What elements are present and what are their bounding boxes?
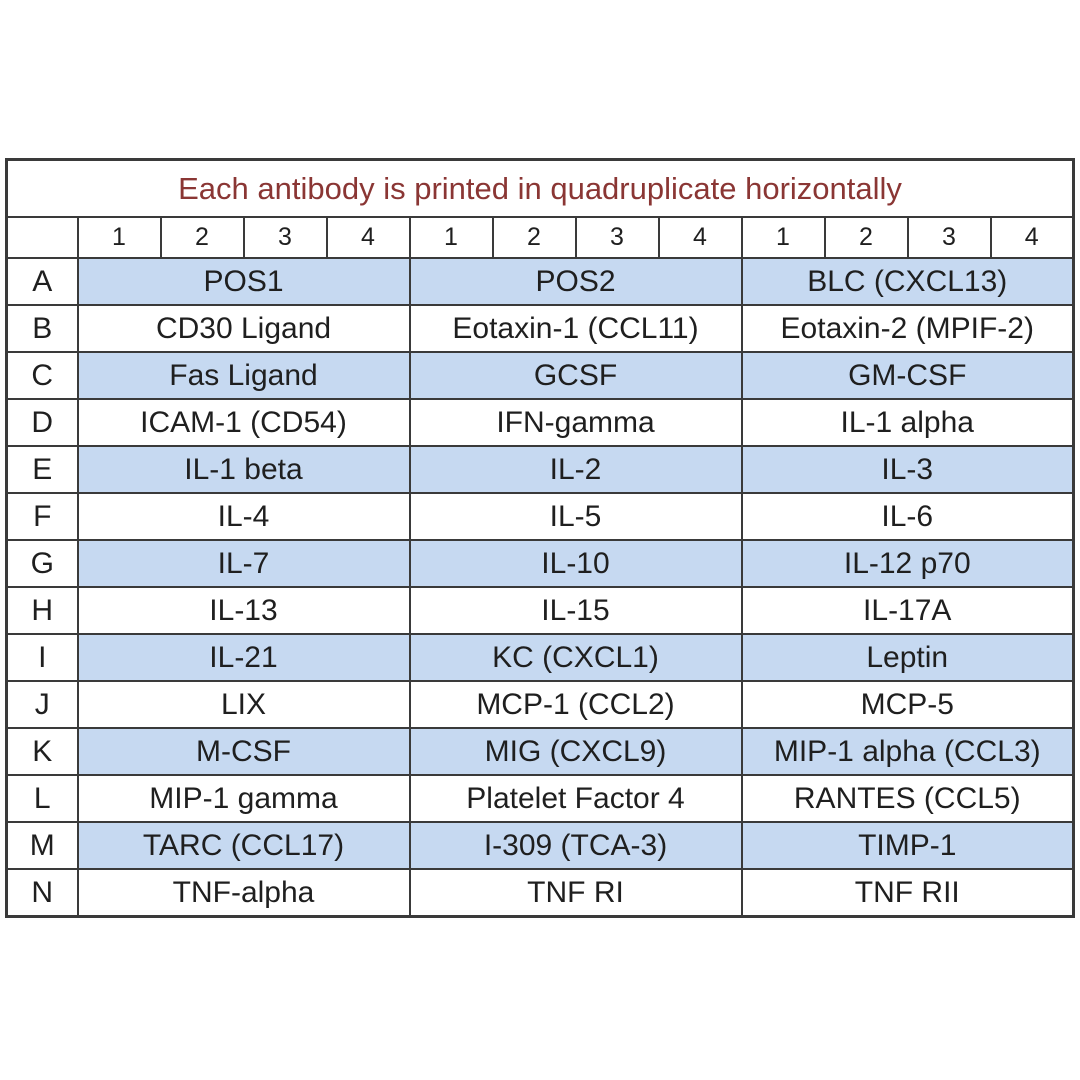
antibody-cell: IL-1 beta <box>76 445 411 494</box>
antibody-cell: TNF RI <box>408 868 743 918</box>
table-row-E: E IL-1 beta IL-2 IL-3 <box>5 445 1075 494</box>
table-row-G: G IL-7 IL-10 IL-12 p70 <box>5 539 1075 588</box>
antibody-cell: MCP-1 (CCL2) <box>408 680 743 729</box>
row-label: L <box>5 774 79 823</box>
antibody-cell: M-CSF <box>76 727 411 776</box>
antibody-cell: POS2 <box>408 257 743 306</box>
row-label: M <box>5 821 79 870</box>
antibody-cell: GM-CSF <box>740 351 1075 400</box>
antibody-cell: MCP-5 <box>740 680 1075 729</box>
row-label: D <box>5 398 79 447</box>
table-row-L: L MIP-1 gamma Platelet Factor 4 RANTES (… <box>5 774 1075 823</box>
table-row-A: A POS1 POS2 BLC (CXCL13) <box>5 257 1075 306</box>
antibody-cell: RANTES (CCL5) <box>740 774 1075 823</box>
column-header: 2 <box>159 216 245 259</box>
column-header: 1 <box>740 216 826 259</box>
table-row-J: J LIX MCP-1 (CCL2) MCP-5 <box>5 680 1075 729</box>
column-header: 2 <box>823 216 909 259</box>
antibody-cell: Fas Ligand <box>76 351 411 400</box>
antibody-cell: LIX <box>76 680 411 729</box>
row-label: K <box>5 727 79 776</box>
antibody-cell: MIG (CXCL9) <box>408 727 743 776</box>
column-header: 3 <box>906 216 992 259</box>
column-header: 4 <box>989 216 1075 259</box>
table-row-M: M TARC (CCL17) I-309 (TCA-3) TIMP-1 <box>5 821 1075 870</box>
antibody-cell: IL-6 <box>740 492 1075 541</box>
antibody-cell: IL-12 p70 <box>740 539 1075 588</box>
row-label: G <box>5 539 79 588</box>
antibody-cell: Leptin <box>740 633 1075 682</box>
antibody-cell: CD30 Ligand <box>76 304 411 353</box>
column-header: 4 <box>657 216 743 259</box>
table-title: Each antibody is printed in quadruplicat… <box>5 158 1075 218</box>
antibody-cell: MIP-1 alpha (CCL3) <box>740 727 1075 776</box>
column-header-row: 1 2 3 4 1 2 3 4 1 2 3 4 <box>5 216 1075 259</box>
row-label: B <box>5 304 79 353</box>
antibody-cell: IL-13 <box>76 586 411 635</box>
column-header: 4 <box>325 216 411 259</box>
table-row-B: B CD30 Ligand Eotaxin-1 (CCL11) Eotaxin-… <box>5 304 1075 353</box>
antibody-cell: IL-10 <box>408 539 743 588</box>
row-label: E <box>5 445 79 494</box>
antibody-cell: IL-5 <box>408 492 743 541</box>
antibody-cell: BLC (CXCL13) <box>740 257 1075 306</box>
column-header: 1 <box>76 216 162 259</box>
antibody-cell: ICAM-1 (CD54) <box>76 398 411 447</box>
table-row-H: H IL-13 IL-15 IL-17A <box>5 586 1075 635</box>
antibody-cell: KC (CXCL1) <box>408 633 743 682</box>
row-label: I <box>5 633 79 682</box>
antibody-cell: I-309 (TCA-3) <box>408 821 743 870</box>
corner-cell <box>5 216 79 259</box>
antibody-cell: IL-15 <box>408 586 743 635</box>
row-label: F <box>5 492 79 541</box>
row-label: C <box>5 351 79 400</box>
column-header: 3 <box>242 216 328 259</box>
table-title-row: Each antibody is printed in quadruplicat… <box>5 158 1075 218</box>
antibody-cell: IL-17A <box>740 586 1075 635</box>
antibody-cell: POS1 <box>76 257 411 306</box>
antibody-cell: IL-21 <box>76 633 411 682</box>
table-row-D: D ICAM-1 (CD54) IFN-gamma IL-1 alpha <box>5 398 1075 447</box>
antibody-cell: IL-2 <box>408 445 743 494</box>
antibody-cell: IL-4 <box>76 492 411 541</box>
table-row-C: C Fas Ligand GCSF GM-CSF <box>5 351 1075 400</box>
row-label: N <box>5 868 79 918</box>
antibody-cell: IL-1 alpha <box>740 398 1075 447</box>
antibody-cell: GCSF <box>408 351 743 400</box>
table-row-I: I IL-21 KC (CXCL1) Leptin <box>5 633 1075 682</box>
antibody-array-map-table: Each antibody is printed in quadruplicat… <box>5 158 1075 918</box>
column-header: 1 <box>408 216 494 259</box>
antibody-cell: Eotaxin-1 (CCL11) <box>408 304 743 353</box>
antibody-cell: IL-7 <box>76 539 411 588</box>
antibody-cell: IL-3 <box>740 445 1075 494</box>
table-row-K: K M-CSF MIG (CXCL9) MIP-1 alpha (CCL3) <box>5 727 1075 776</box>
antibody-cell: Eotaxin-2 (MPIF-2) <box>740 304 1075 353</box>
antibody-cell: MIP-1 gamma <box>76 774 411 823</box>
antibody-cell: IFN-gamma <box>408 398 743 447</box>
antibody-cell: TIMP-1 <box>740 821 1075 870</box>
table-row-F: F IL-4 IL-5 IL-6 <box>5 492 1075 541</box>
row-label: J <box>5 680 79 729</box>
row-label: H <box>5 586 79 635</box>
column-header: 3 <box>574 216 660 259</box>
antibody-cell: TNF-alpha <box>76 868 411 918</box>
table-row-N: N TNF-alpha TNF RI TNF RII <box>5 868 1075 918</box>
antibody-cell: Platelet Factor 4 <box>408 774 743 823</box>
antibody-cell: TARC (CCL17) <box>76 821 411 870</box>
row-label: A <box>5 257 79 306</box>
column-header: 2 <box>491 216 577 259</box>
antibody-cell: TNF RII <box>740 868 1075 918</box>
